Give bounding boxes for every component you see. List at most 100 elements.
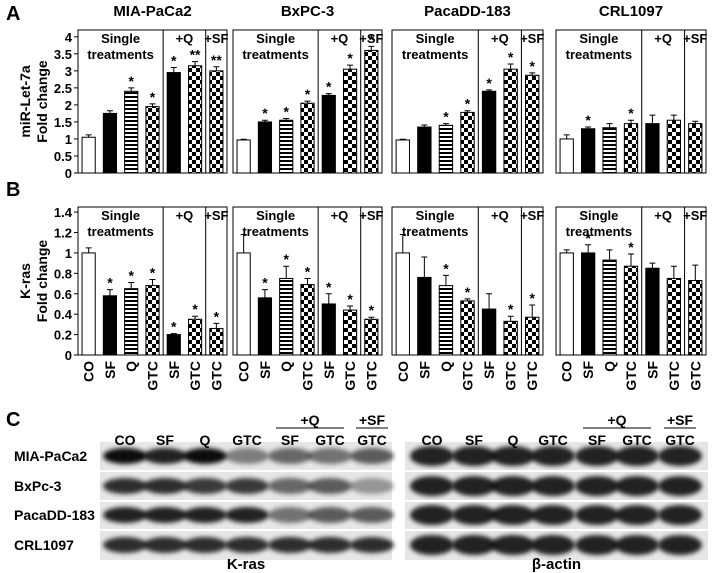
bar bbox=[602, 127, 617, 174]
x-tick-label: GTC bbox=[342, 361, 358, 391]
error-bar bbox=[649, 114, 656, 124]
blot-band bbox=[410, 446, 454, 466]
bar bbox=[417, 276, 432, 356]
group-label: Single bbox=[256, 31, 295, 46]
lane-label: CO bbox=[422, 432, 443, 448]
row-label: CRL1097 bbox=[14, 537, 74, 553]
significance-mark: * bbox=[347, 291, 353, 307]
y-tick-label: 1 bbox=[65, 246, 72, 261]
group-label: treatments bbox=[402, 224, 468, 239]
bar bbox=[503, 320, 518, 356]
group-label: +Q bbox=[607, 412, 626, 428]
y-tick-label: 3 bbox=[65, 64, 72, 79]
blot-band bbox=[308, 537, 352, 553]
bar bbox=[321, 303, 336, 356]
blot-band bbox=[350, 448, 394, 464]
error-bar bbox=[563, 134, 570, 139]
blot-band bbox=[658, 446, 702, 466]
significance-mark: * bbox=[443, 109, 449, 125]
y-tick-label: 3.5 bbox=[54, 47, 72, 62]
blot-band bbox=[350, 478, 394, 494]
group-label: Single bbox=[579, 208, 618, 223]
bar bbox=[438, 285, 454, 356]
bar bbox=[481, 90, 497, 174]
blot-band bbox=[103, 537, 147, 553]
error-bar bbox=[606, 123, 613, 128]
blot-band bbox=[491, 535, 535, 555]
blot-band bbox=[308, 478, 352, 494]
group-label: +Q bbox=[300, 412, 319, 428]
error-bar bbox=[283, 265, 290, 279]
blot-band bbox=[531, 535, 575, 555]
lane-label: Q bbox=[200, 432, 211, 448]
bar bbox=[688, 123, 703, 174]
bar bbox=[257, 297, 273, 356]
blot-band bbox=[452, 505, 496, 525]
panel-label: B bbox=[6, 179, 20, 201]
x-tick-label: GTC bbox=[208, 361, 224, 391]
blot-band bbox=[452, 535, 496, 555]
group-label: +Q bbox=[491, 31, 509, 46]
significance-mark: * bbox=[369, 31, 375, 47]
bar bbox=[124, 288, 139, 356]
bar bbox=[623, 123, 639, 174]
bar bbox=[525, 316, 540, 356]
error-bar bbox=[486, 89, 493, 92]
bar bbox=[81, 136, 96, 174]
x-tick-label: CO bbox=[81, 361, 97, 382]
x-tick-label: SF bbox=[416, 361, 432, 379]
blot-band bbox=[575, 535, 619, 555]
group-label: +Q bbox=[331, 31, 349, 46]
chart-title: BxPC-3 bbox=[281, 3, 334, 20]
group-label: +SF bbox=[520, 208, 544, 223]
significance-mark: * bbox=[443, 260, 449, 276]
y-tick-label: 0.2 bbox=[54, 328, 72, 343]
blot-band bbox=[225, 478, 269, 494]
significance-mark: * bbox=[128, 73, 134, 89]
blot-band bbox=[615, 476, 659, 496]
blot-title: β-actin bbox=[532, 556, 581, 573]
significance-mark: * bbox=[508, 49, 514, 65]
blot-band bbox=[575, 476, 619, 496]
group-label: Single bbox=[256, 208, 295, 223]
error-bar bbox=[368, 45, 375, 51]
x-tick-label: Q bbox=[278, 361, 294, 372]
significance-mark: ** bbox=[190, 47, 201, 63]
group-label: treatments bbox=[242, 47, 308, 62]
group-label: Single bbox=[579, 31, 618, 46]
group-label: +SF bbox=[204, 208, 228, 223]
error-bar bbox=[192, 315, 199, 320]
significance-mark: * bbox=[150, 264, 156, 280]
blot-band bbox=[143, 537, 187, 553]
x-tick-label: SF bbox=[166, 361, 182, 379]
group-label: +SF bbox=[667, 412, 694, 428]
error-bar bbox=[585, 244, 592, 253]
group-label: +SF bbox=[359, 31, 383, 46]
group-label: treatments bbox=[566, 47, 632, 62]
significance-mark: * bbox=[326, 79, 332, 95]
bar bbox=[395, 139, 410, 174]
significance-mark: * bbox=[192, 301, 198, 317]
group-label: +Q bbox=[654, 208, 672, 223]
error-bar bbox=[464, 298, 471, 301]
blot-band bbox=[658, 505, 702, 525]
error-bar bbox=[149, 103, 156, 107]
error-bar bbox=[563, 249, 570, 253]
bar bbox=[166, 72, 181, 174]
bar bbox=[581, 252, 596, 356]
error-bar bbox=[486, 293, 493, 310]
error-bar bbox=[507, 315, 514, 322]
blot-band bbox=[531, 446, 575, 466]
blot-band bbox=[452, 446, 496, 466]
error-bar bbox=[529, 304, 536, 318]
bar bbox=[438, 124, 454, 174]
x-tick-label: GTC bbox=[187, 361, 203, 391]
row-label: MIA-PaCa2 bbox=[14, 448, 87, 464]
lane-label: SF bbox=[156, 432, 174, 448]
error-bar bbox=[325, 293, 332, 304]
blot-band bbox=[225, 448, 269, 464]
x-tick-label: GTC bbox=[300, 361, 316, 391]
bar bbox=[279, 277, 294, 356]
bar bbox=[102, 112, 118, 174]
